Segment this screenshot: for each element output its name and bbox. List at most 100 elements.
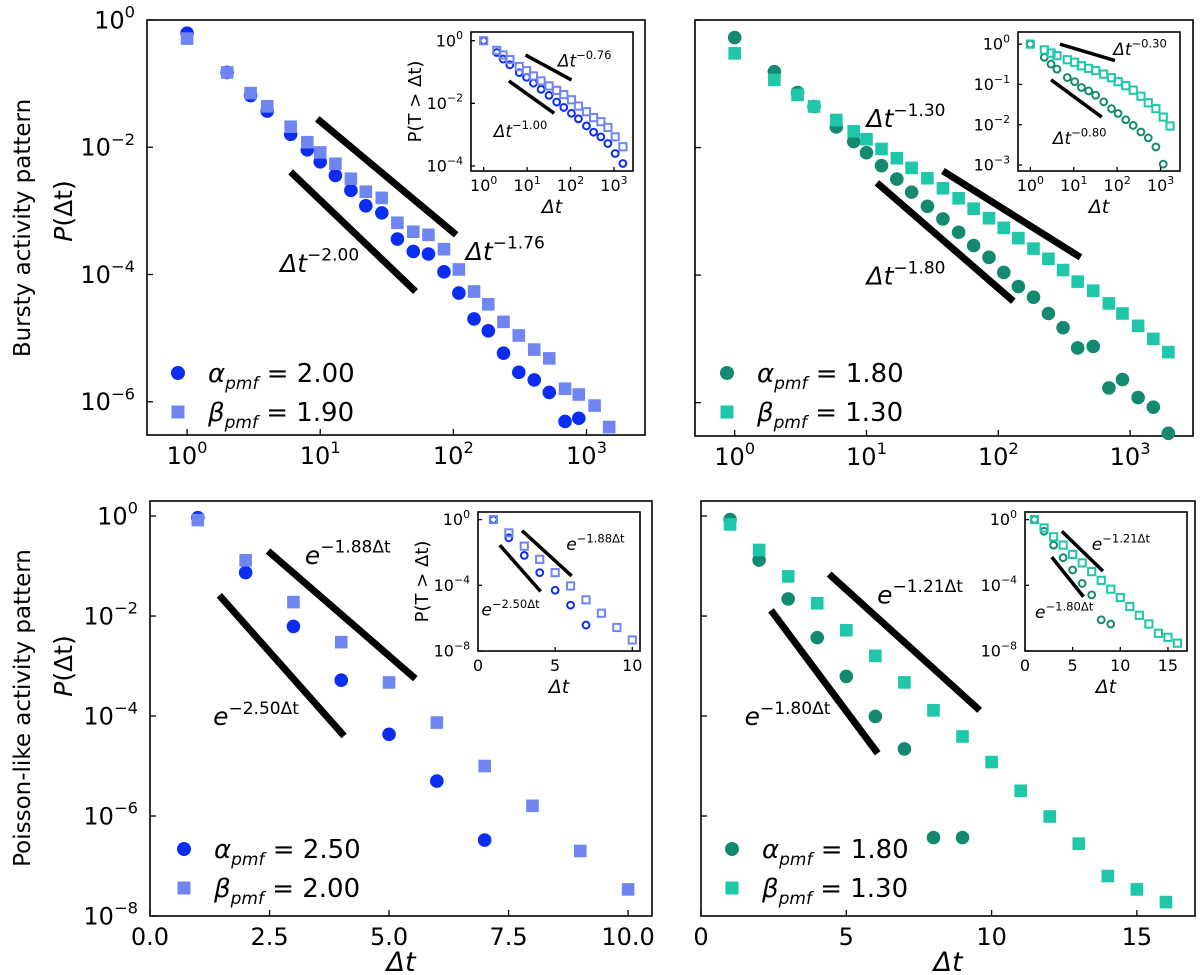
power-law-guide-line: [826, 571, 983, 713]
data-point: [904, 185, 919, 199]
data-point: [602, 420, 616, 434]
y-tick-label: 100: [94, 3, 135, 35]
inset: 100 101 102 103 100 10−2 10−4 Δt−0.76 Δt−1.00 Δt P…: [405, 29, 634, 218]
data-point: [781, 570, 795, 583]
data-point: [1096, 615, 1106, 625]
data-point: [1115, 592, 1125, 603]
data-point: [1146, 400, 1161, 414]
data-point: [1062, 55, 1072, 65]
data-point: [519, 551, 529, 560]
series: [488, 514, 637, 645]
data-point: [890, 151, 904, 165]
data-point: [874, 158, 889, 173]
data-point: [390, 232, 405, 246]
data-point: [1056, 320, 1070, 335]
data-point: [581, 620, 591, 630]
data-point: [542, 385, 557, 400]
data-point: [478, 759, 491, 773]
inset-frame: [1024, 511, 1188, 652]
data-point: [375, 191, 389, 205]
data-point: [544, 81, 554, 91]
data-point: [936, 212, 950, 226]
data-point: [1027, 242, 1040, 255]
y-tick-label: 10−4: [427, 154, 463, 175]
power-law-guide-line: [265, 548, 418, 682]
data-point: [890, 172, 904, 186]
series: [191, 510, 492, 847]
panel: 0 5 10 15 e−1.21Δt e−1.80Δt αpmf = 1.80 βpmf = …: [693, 500, 1196, 975]
data-point: [1161, 426, 1176, 441]
data-point: [1014, 784, 1027, 798]
data-point: [1162, 345, 1175, 359]
series: [1025, 39, 1175, 131]
data-point: [334, 673, 349, 688]
y-tick-label: 100: [97, 499, 138, 531]
data-point: [920, 199, 935, 214]
data-point: [859, 145, 874, 160]
data-point: [612, 622, 622, 633]
data-point: [1048, 532, 1059, 542]
data-point: [572, 388, 586, 401]
x-tick-label: 100: [470, 174, 497, 195]
x-tick-label: 102: [978, 439, 1019, 471]
data-point: [238, 565, 253, 580]
data-point: [529, 78, 538, 88]
data-point: [528, 71, 539, 81]
data-point: [1113, 109, 1123, 118]
data-point: [1143, 133, 1153, 143]
data-point: [610, 132, 620, 142]
data-point: [1058, 553, 1068, 563]
legend-label: βpmf = 1.30: [761, 874, 908, 909]
data-point: [936, 181, 950, 195]
data-point: [406, 244, 421, 259]
data-point: [382, 727, 396, 742]
x-tick-label: 102: [1104, 174, 1131, 195]
data-point: [997, 221, 1011, 235]
axes-frame: [146, 19, 646, 436]
y-tick-label: 100: [436, 29, 463, 50]
data-point: [581, 595, 591, 605]
data-point: [839, 623, 853, 637]
data-point: [479, 36, 489, 46]
data-point: [582, 121, 591, 131]
data-point: [1125, 601, 1135, 612]
data-point: [967, 202, 980, 215]
data-point: [1087, 590, 1097, 600]
annotation-label: Δt−1.76: [464, 234, 545, 266]
data-point: [1076, 83, 1086, 92]
data-point: [1072, 837, 1086, 850]
x-tick-label: 101: [1060, 174, 1087, 195]
x-tick-label: 101: [300, 438, 341, 470]
annotation-label: Δt−1.00: [492, 118, 548, 142]
data-point: [1086, 284, 1100, 297]
data-point: [1084, 86, 1094, 96]
data-point: [1107, 104, 1116, 114]
data-point: [566, 95, 577, 105]
data-point: [1041, 306, 1056, 321]
data-point: [527, 343, 541, 356]
legend: αpmf = 1.80 βpmf = 1.30: [725, 835, 909, 909]
data-point: [359, 199, 373, 213]
y-tick-label: 10−2: [80, 130, 135, 162]
data-point: [497, 315, 510, 329]
data-point: [519, 541, 529, 551]
legend-label: βpmf = 2.00: [213, 874, 360, 909]
data-point: [868, 709, 883, 724]
data-point: [334, 635, 348, 649]
x-tick-label: 2.5: [250, 923, 288, 951]
data-point: [847, 124, 861, 138]
x-tick-label: 0: [693, 923, 708, 951]
inset-x-label: Δt: [540, 196, 564, 218]
data-point: [573, 101, 584, 111]
data-point: [1011, 279, 1026, 294]
data-point: [781, 592, 795, 606]
data-point: [550, 568, 560, 578]
data-point: [496, 346, 511, 360]
y-tick-label: 10−4: [981, 574, 1017, 595]
inset-x-label: Δt: [1094, 676, 1118, 698]
x-tick-label: 103: [566, 438, 607, 470]
data-point: [1087, 567, 1097, 577]
data-point: [951, 225, 966, 240]
data-point: [791, 88, 804, 102]
